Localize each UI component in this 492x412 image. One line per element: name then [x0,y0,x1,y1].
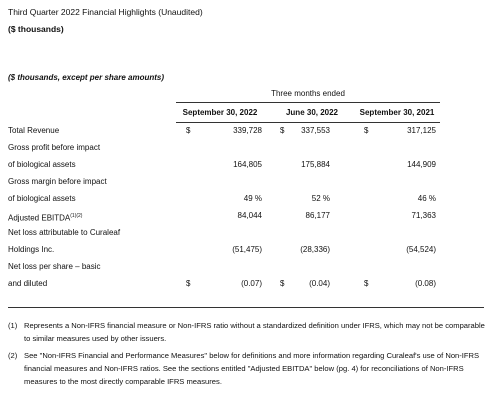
currency: $ [186,126,191,135]
row-label: Gross profit before impact [8,143,101,152]
cell-value: 317,125 [407,126,436,135]
cell-value: 164,805 [233,160,262,169]
cell-value: (0.08) [415,279,436,288]
row-label: Net loss per share – basic [8,262,101,271]
cell-value: (54,524) [406,245,436,254]
row-label: Adjusted EBITDA(1)(2) [8,213,83,223]
column-header: June 30, 2022 [285,108,339,117]
column-header: September 30, 2021 [359,108,435,117]
rule [176,122,440,123]
cell-value: 84,044 [237,211,262,220]
footnote-marker: (1) [8,321,18,330]
title: Third Quarter 2022 Financial Highlights … [8,7,203,17]
column-header: September 30, 2022 [182,108,258,117]
cell-value: 71,363 [411,211,436,220]
currency: $ [280,279,285,288]
row-label: of biological assets [8,194,76,203]
rule [176,102,440,103]
cell-value: 337,553 [301,126,330,135]
caption: ($ thousands, except per share amounts) [8,73,165,82]
cell-value: 49 % [243,194,262,203]
row-label: Total Revenue [8,126,60,135]
currency: $ [280,126,285,135]
row-label: of biological assets [8,160,76,169]
footnote-marker: (2) [8,351,18,360]
row-label: Net loss attributable to Curaleaf [8,228,121,237]
rule [8,307,484,308]
cell-value: 46 % [417,194,436,203]
currency: $ [186,279,191,288]
cell-value: (0.04) [309,279,330,288]
cell-value: (51,475) [232,245,262,254]
currency: $ [364,126,369,135]
cell-value: 175,884 [301,160,330,169]
cell-value: (28,336) [300,245,330,254]
subtitle: ($ thousands) [8,24,64,34]
row-label: and diluted [8,279,48,288]
cell-value: 52 % [311,194,330,203]
group-header: Three months ended [271,89,345,98]
cell-value: 86,177 [305,211,330,220]
footnote-text: See "Non-IFRS Financial and Performance … [24,351,480,386]
cell-value: 339,728 [233,126,262,135]
cell-value: (0.07) [241,279,262,288]
footnote-text: Represents a Non-IFRS financial measure … [24,321,485,343]
footnote-ref: (1)(2) [70,213,83,219]
currency: $ [364,279,369,288]
row-label: Gross margin before impact [8,177,107,186]
row-label: Holdings Inc. [8,245,55,254]
cell-value: 144,909 [407,160,436,169]
